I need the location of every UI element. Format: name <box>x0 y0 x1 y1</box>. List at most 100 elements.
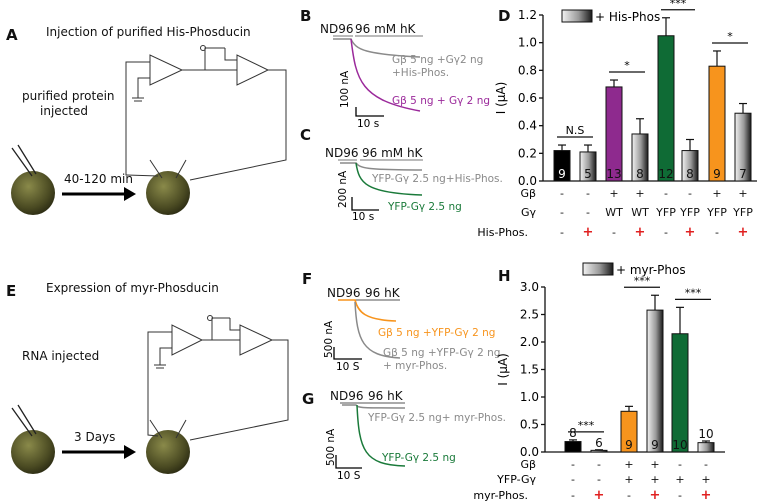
bar <box>681 150 699 182</box>
row-value: + <box>701 473 710 486</box>
panel-b: B ND96 96 mM hK Gβ 5 ng +Gγ2 ng +His-Pho… <box>300 7 490 130</box>
row-value: + <box>738 225 749 240</box>
bath-label: 96 hK <box>365 286 401 300</box>
panel-f: F ND96 96 hK Gβ 5 ng +YFP-Gγ 2 ng Gβ 5 n… <box>302 270 500 373</box>
scale-label: 10 S <box>336 361 360 373</box>
voltage-clamp-circuit-icon <box>147 315 289 441</box>
y-tick-label: 1.2 <box>518 8 537 22</box>
row-value: - <box>664 226 668 239</box>
incubation-time: 3 Days <box>74 430 115 444</box>
row-value: + <box>635 225 646 240</box>
row-value: WT <box>631 206 649 219</box>
panel-e: E Expression of myr-Phosducin RNA inject… <box>6 281 289 474</box>
panel-label: A <box>6 26 18 44</box>
injection-needle-icon <box>11 404 37 437</box>
legend-swatch <box>561 9 593 23</box>
row-value: + <box>650 458 659 471</box>
panel-c: C ND96 96 mM hK YFP-Gγ 2.5 ng+His-Phos. … <box>300 126 503 223</box>
bath-label: ND96 <box>330 389 364 403</box>
bar <box>697 442 715 453</box>
panel-title: Injection of purified His-Phosducin <box>46 25 251 39</box>
trace-label: Gβ 5 ng + Gγ 2 ng <box>392 95 490 107</box>
panel-label-h: H <box>498 267 511 285</box>
trace-label: YFP-Gγ 2.5 ng+ myr-Phos. <box>367 412 506 424</box>
row-value: + <box>712 187 721 200</box>
y-tick-label: 0.6 <box>518 91 537 105</box>
scale-label: 10 s <box>352 211 374 223</box>
trace-label: YFP-Gγ 2.5 ng <box>381 452 456 464</box>
trace-control <box>338 299 397 322</box>
row-value: + <box>583 225 594 240</box>
panel-title: Expression of myr-Phosducin <box>46 281 219 295</box>
row-label: Gγ <box>521 206 537 219</box>
significance-label: *** <box>578 419 595 432</box>
scale-label: 10 s <box>357 118 379 130</box>
trace-label: + myr-Phos. <box>383 360 447 372</box>
row-value: - <box>715 226 719 239</box>
row-value: WT <box>605 206 623 219</box>
bath-label: 96 mM hK <box>362 146 424 160</box>
n-label: 8 <box>569 426 577 440</box>
trace-control <box>355 162 423 196</box>
voltage-clamp-circuit-icon <box>125 45 287 181</box>
row-value: - <box>571 473 575 486</box>
scale-bar <box>355 107 384 117</box>
n-label: 9 <box>625 438 633 452</box>
y-tick-label: 0.0 <box>518 174 537 188</box>
row-value: - <box>678 458 682 471</box>
n-label: 9 <box>558 167 566 181</box>
legend-swatch <box>582 262 614 276</box>
note: RNA injected <box>22 349 99 363</box>
row-value: - <box>664 187 668 200</box>
bar <box>564 441 582 453</box>
significance-label: N.S <box>566 124 585 137</box>
row-value: - <box>560 206 564 219</box>
row-value: YFP <box>706 206 727 219</box>
scale-label: 500 nA <box>323 320 335 358</box>
y-tick-label: 1.5 <box>520 363 539 377</box>
bath-label: 96 mM hK <box>355 22 417 36</box>
injection-needle-icon <box>11 144 37 177</box>
row-value: + <box>635 187 644 200</box>
row-label: Gβ <box>520 458 536 471</box>
n-label: 7 <box>739 167 747 181</box>
row-value: YFP <box>732 206 753 219</box>
bar <box>708 65 726 182</box>
bath-label: ND96 <box>325 146 359 160</box>
trace-control <box>350 38 421 112</box>
chart-h: 0.0 0.5 1.0 1.5 2.0 2.5 3.0 I (μA) + myr-Phos 8 - -… <box>473 262 725 503</box>
row-value: - <box>627 489 631 502</box>
y-tick-label: 1.0 <box>518 36 537 50</box>
significance-label: *** <box>670 0 687 10</box>
scale-bar <box>335 455 362 469</box>
bath-label: ND96 <box>327 286 361 300</box>
row-value: - <box>704 458 708 471</box>
panel-label: F <box>302 270 312 288</box>
row-value: + <box>738 187 747 200</box>
arrow-head-icon <box>124 187 136 201</box>
row-value: + <box>624 473 633 486</box>
y-tick-label: 3.0 <box>520 280 539 294</box>
panel-g: G ND96 96 hK YFP-Gγ 2.5 ng+ myr-Phos. YF… <box>302 389 506 482</box>
bar <box>553 150 571 182</box>
chart-d: 0.0 0.2 0.4 0.6 0.8 1.0 1.2 I (μA) + His-Phos 9 - -… <box>477 0 757 240</box>
y-tick-label: 0.2 <box>518 146 537 160</box>
row-label: myr-Phos. <box>473 489 528 502</box>
row-value: + <box>675 473 684 486</box>
row-value: - <box>678 489 682 502</box>
row-value: + <box>650 488 661 503</box>
n-label: 9 <box>713 167 721 181</box>
row-value: + <box>701 488 712 503</box>
trace-label: Gβ 5 ng +YFP-Gγ 2 ng <box>378 327 495 339</box>
y-tick-label: 0.4 <box>518 119 537 133</box>
row-value: - <box>560 226 564 239</box>
trace-label: YFP-Gγ 2.5 ng+His-Phos. <box>371 173 503 185</box>
n-label: 13 <box>606 167 621 181</box>
bar <box>605 86 623 182</box>
y-tick-label: 0.5 <box>520 418 539 432</box>
n-label: 12 <box>658 167 673 181</box>
panel-label: C <box>300 126 311 144</box>
trace-myr-phos <box>342 404 406 409</box>
trace-label: Gβ 5 ng +YFP-Gγ 2 ng <box>383 347 500 359</box>
